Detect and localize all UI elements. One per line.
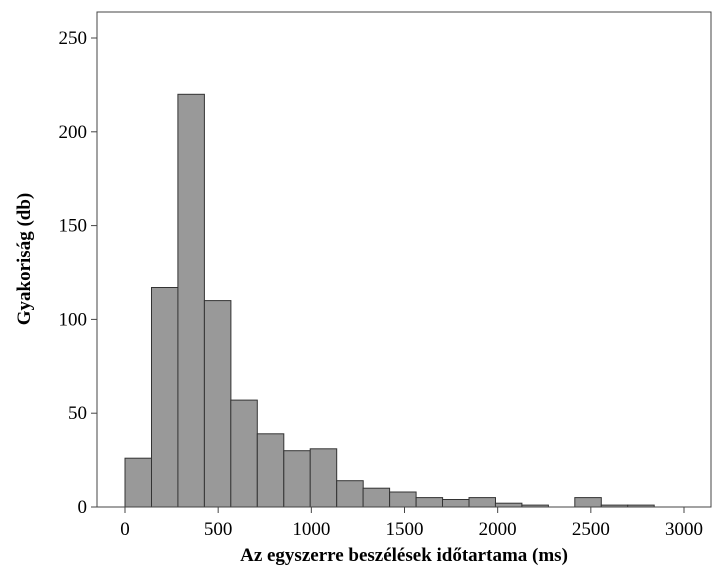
y-tick-label: 50	[68, 403, 87, 424]
histogram-bar	[468, 497, 496, 508]
y-axis-title: Gyakoriság (db)	[14, 193, 35, 326]
x-tick-label: 1000	[292, 519, 330, 540]
histogram-bar	[494, 502, 523, 508]
histogram-bar	[124, 457, 152, 508]
x-axis-title: Az egyszerre beszélések időtartama (ms)	[240, 545, 568, 566]
histogram-bar	[389, 491, 417, 508]
y-tick-label: 250	[59, 28, 88, 49]
histogram-bar	[415, 497, 444, 508]
histogram-bar	[151, 287, 179, 508]
y-tick-label: 0	[78, 497, 88, 518]
y-tick-label: 150	[59, 216, 88, 237]
histogram-bar	[574, 497, 602, 508]
x-tick-label: 1500	[386, 519, 424, 540]
y-axis: 0 50 100 150 200 250	[59, 28, 97, 518]
x-tick-label: 500	[204, 519, 233, 540]
histogram-bar	[362, 487, 391, 508]
histogram-bar	[442, 499, 470, 508]
x-tick-label: 2500	[572, 519, 610, 540]
histogram-bar	[283, 450, 311, 508]
histogram-bar	[177, 93, 205, 508]
bars-group	[124, 93, 655, 508]
histogram-bar	[336, 480, 364, 508]
histogram-bar	[309, 448, 338, 508]
y-tick-label: 200	[59, 122, 88, 143]
x-tick-label: 3000	[665, 519, 703, 540]
histogram-bar	[256, 433, 285, 508]
histogram-bar	[203, 300, 232, 508]
x-tick-label: 2000	[479, 519, 517, 540]
histogram-bar	[230, 399, 258, 508]
x-tick-label: 0	[120, 519, 130, 540]
y-tick-label: 100	[59, 309, 88, 330]
x-axis: 0 500 1000 1500 2000 2500 3000	[120, 507, 703, 540]
